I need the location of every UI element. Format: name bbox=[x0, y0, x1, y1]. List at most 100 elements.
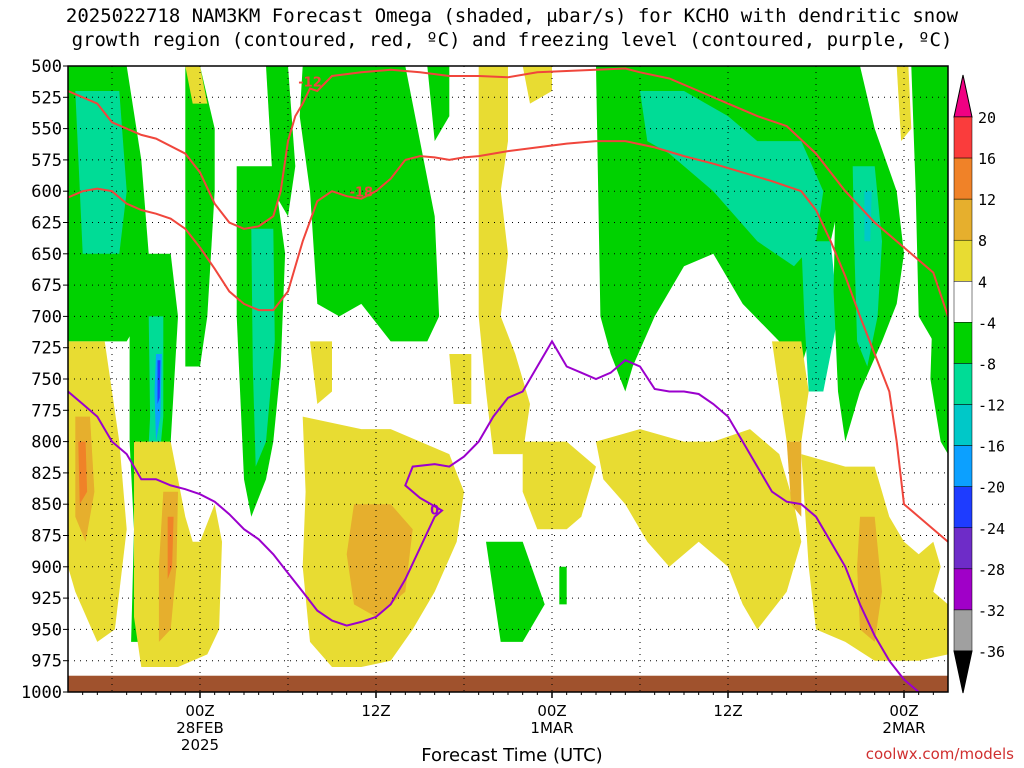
omega-region-15 bbox=[640, 91, 824, 267]
omega-region-36 bbox=[596, 429, 802, 630]
omega-region-33 bbox=[478, 66, 530, 455]
chart-title-line-2: growth region (contoured, red, ºC) and f… bbox=[71, 29, 953, 51]
y-tick-label: 875 bbox=[31, 527, 62, 547]
omega-region-27 bbox=[167, 516, 174, 580]
omega-region-24 bbox=[78, 441, 88, 505]
colorbar-swatch bbox=[953, 363, 973, 405]
y-tick-label: 725 bbox=[31, 339, 62, 359]
x-axis-title: Forecast Time (UTC) bbox=[421, 745, 603, 766]
colorbar-swatch bbox=[953, 198, 973, 241]
dendritic-contour-1-label: -18 bbox=[350, 186, 374, 201]
omega-region-38 bbox=[786, 441, 802, 517]
y-tick-label: 500 bbox=[31, 57, 62, 77]
y-tick-label: 550 bbox=[31, 120, 62, 140]
x-tick-label: 12Z bbox=[713, 702, 742, 720]
omega-region-31 bbox=[346, 504, 413, 617]
colorbar-swatch bbox=[953, 281, 973, 323]
omega-region-8 bbox=[251, 228, 275, 467]
colorbar-label: 16 bbox=[978, 150, 996, 168]
y-tick-label: 750 bbox=[31, 370, 62, 390]
omega-region-29 bbox=[310, 341, 332, 404]
y-tick-label: 950 bbox=[31, 620, 62, 640]
colorbar-swatch bbox=[953, 486, 973, 529]
colorbar-label: 4 bbox=[978, 273, 987, 291]
colorbar-swatch bbox=[953, 239, 973, 282]
freezing-level-contour bbox=[68, 339, 920, 692]
y-tick-label: 975 bbox=[31, 652, 62, 672]
omega-region-28 bbox=[185, 66, 208, 104]
omega-region-16 bbox=[801, 241, 838, 392]
colorbar-label: -20 bbox=[978, 479, 1005, 497]
omega-region-11 bbox=[427, 66, 450, 142]
dendritic-contour-0 bbox=[68, 67, 948, 317]
colorbar-swatch bbox=[953, 527, 973, 570]
omega-region-35 bbox=[522, 441, 596, 530]
colorbar-label: -36 bbox=[978, 643, 1005, 661]
colorbar-label: -24 bbox=[978, 520, 1005, 538]
x-tick-label: 2025 bbox=[181, 736, 219, 754]
y-tick-label: 525 bbox=[31, 88, 62, 108]
colorbar-label: 12 bbox=[978, 191, 996, 209]
omega-region-1 bbox=[75, 91, 127, 254]
x-tick-label: 12Z bbox=[361, 702, 390, 720]
surface-band bbox=[68, 675, 948, 692]
source-credit: coolwx.com/models bbox=[865, 745, 1014, 763]
omega-region-25 bbox=[134, 441, 222, 667]
y-axis: 500 525 550 575 600 625 650 675 700 725 750 775 800 8… bbox=[21, 57, 68, 703]
colorbar-swatch bbox=[953, 445, 973, 487]
omega-region-32 bbox=[449, 354, 472, 404]
y-tick-label: 625 bbox=[31, 214, 62, 234]
colorbar-label: -32 bbox=[978, 602, 1005, 620]
freezing-level-contour-label: 0 bbox=[430, 504, 439, 519]
y-tick-label: 700 bbox=[31, 307, 62, 327]
colorbar-swatch bbox=[953, 157, 973, 200]
ground-surface bbox=[68, 675, 948, 692]
y-tick-label: 850 bbox=[31, 495, 62, 515]
colorbar-swatch bbox=[953, 568, 973, 611]
y-tick-label: 800 bbox=[31, 433, 62, 453]
x-tick-label: 2MAR bbox=[882, 719, 925, 737]
x-tick-label: 28FEB bbox=[176, 719, 223, 737]
y-tick-label: 925 bbox=[31, 589, 62, 609]
chart-title-line-1: 2025022718 NAM3KM Forecast Omega (shaded… bbox=[65, 5, 959, 27]
chart-title: 2025022718 NAM3KM Forecast Omega (shaded… bbox=[0, 4, 1024, 52]
y-tick-label: 675 bbox=[31, 276, 62, 296]
x-tick-label: 00Z bbox=[889, 702, 918, 720]
colorbar-swatch bbox=[953, 609, 973, 652]
colorbar-label: -8 bbox=[978, 355, 996, 373]
y-tick-label: 1000 bbox=[21, 683, 62, 703]
colorbar-top-arrow bbox=[953, 74, 973, 118]
omega-region-10 bbox=[299, 66, 440, 342]
omega-region-34 bbox=[522, 66, 552, 104]
colorbar-label: -16 bbox=[978, 438, 1005, 456]
colorbar-label: -4 bbox=[978, 314, 996, 332]
omega-region-41 bbox=[896, 66, 912, 142]
dendritic-contour-0-label: -12 bbox=[298, 76, 322, 91]
colorbar-bottom-arrow bbox=[953, 650, 973, 694]
contour-lines: -12 -18 0 bbox=[68, 67, 948, 692]
colorbar-swatch bbox=[953, 404, 973, 446]
omega-region-21 bbox=[930, 291, 948, 455]
colorbar-label: -28 bbox=[978, 561, 1005, 579]
colorbar-label: 20 bbox=[978, 109, 996, 127]
omega-region-13 bbox=[559, 566, 567, 605]
grid-lines bbox=[68, 66, 948, 692]
omega-region-22 bbox=[68, 341, 127, 642]
y-tick-label: 600 bbox=[31, 182, 62, 202]
omega-region-20 bbox=[911, 66, 948, 342]
colorbar-label: -12 bbox=[978, 397, 1005, 415]
y-tick-label: 900 bbox=[31, 558, 62, 578]
omega-region-37 bbox=[772, 341, 809, 442]
dendritic-contour-1 bbox=[68, 140, 948, 543]
y-tick-label: 825 bbox=[31, 464, 62, 484]
x-tick-label: 00Z bbox=[185, 702, 214, 720]
colorbar-swatch bbox=[953, 322, 973, 364]
colorbar-label: 8 bbox=[978, 232, 987, 250]
y-tick-label: 650 bbox=[31, 245, 62, 265]
y-tick-label: 575 bbox=[31, 151, 62, 171]
omega-region-9 bbox=[266, 66, 296, 217]
x-tick-label: 1MAR bbox=[530, 719, 573, 737]
x-tick-label: 00Z bbox=[537, 702, 566, 720]
